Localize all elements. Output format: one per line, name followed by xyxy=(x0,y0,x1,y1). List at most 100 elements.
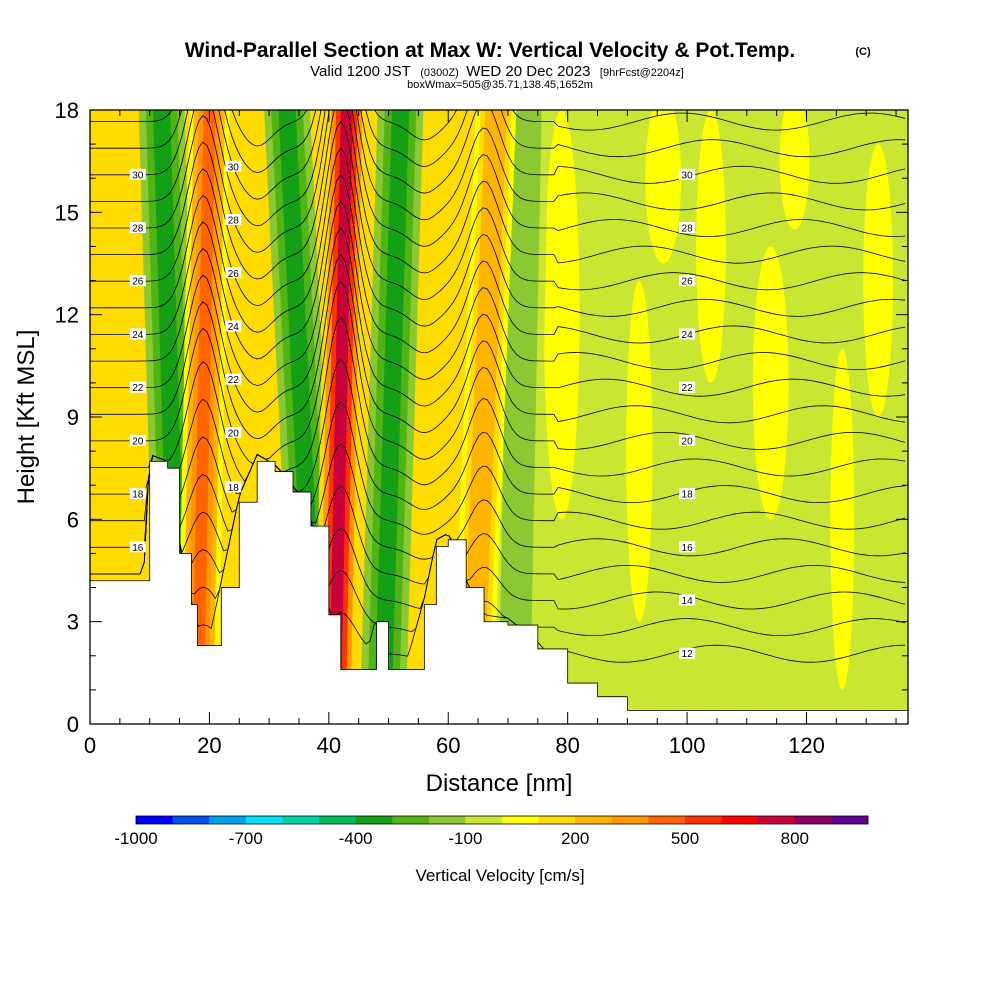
x-tick-label: 120 xyxy=(788,733,825,758)
contour-label-text: 18 xyxy=(228,483,240,494)
x-tick-label: 100 xyxy=(669,733,706,758)
colorbar-tick-label: 800 xyxy=(781,829,809,848)
theta-contour xyxy=(90,110,906,174)
colorbar-swatch xyxy=(172,816,210,824)
downdraft-band-3 xyxy=(373,110,410,724)
contour-label: 18 xyxy=(129,488,146,501)
contour-label-text: 24 xyxy=(682,330,694,341)
contour-label-text: 28 xyxy=(228,216,240,227)
contour-label-text: 26 xyxy=(228,269,240,280)
y-tick-label: 9 xyxy=(67,405,79,430)
colorbar-swatch xyxy=(392,816,430,824)
colorbar: -1000 -700 -400 -100 200 500 800 xyxy=(114,815,869,848)
contour-label-text: 16 xyxy=(132,543,144,554)
contour-label: 22 xyxy=(679,381,696,394)
contour-label: 30 xyxy=(225,160,242,173)
velocity-field xyxy=(537,110,908,724)
colorbar-swatch xyxy=(685,816,722,824)
weak-updraft-patch xyxy=(696,110,726,383)
colorbar-swatch xyxy=(502,816,539,824)
y-axis-label: Height [Kft MSL] xyxy=(13,330,40,505)
theta-contour xyxy=(90,110,906,200)
contour-label-text: 22 xyxy=(682,383,694,394)
contour-label: 26 xyxy=(679,275,696,288)
theta-contour xyxy=(90,110,906,253)
colorbar-swatch xyxy=(465,816,503,824)
colorbar-swatch xyxy=(648,816,686,824)
updraft-band-3 xyxy=(466,110,502,724)
colorbar-tick-label: -1000 xyxy=(114,829,157,848)
colorbar-tick-label: -400 xyxy=(339,829,373,848)
theta-contour xyxy=(90,453,906,585)
theta-contours: 12 14 16 16 18 18 18 20 20 20 22 22 22 24 24 24 26 26 26 28… xyxy=(90,110,906,663)
x-tick-label: 20 xyxy=(197,733,221,758)
contour-label: 14 xyxy=(679,594,696,607)
contour-label: 28 xyxy=(679,222,696,235)
colorbar-swatch xyxy=(831,816,869,824)
contour-label-text: 16 xyxy=(682,543,694,554)
valid-date: WED 20 Dec 2023 xyxy=(466,63,590,80)
contour-label: 20 xyxy=(129,434,146,447)
contour-label-text: 14 xyxy=(682,596,694,607)
valid-prefix: Valid 1200 JST xyxy=(310,63,411,80)
colorbar-swatch xyxy=(282,816,320,824)
chart-title: Wind-Parallel Section at Max W: Vertical… xyxy=(185,39,796,62)
contour-label: 20 xyxy=(225,426,242,439)
theta-contour xyxy=(90,280,906,465)
updraft-band-1 xyxy=(191,110,216,724)
weak-updraft-patch xyxy=(830,348,855,690)
weak-updraft-patch xyxy=(626,280,653,622)
contour-label-text: 30 xyxy=(682,170,694,181)
x-tick-label: 80 xyxy=(555,733,579,758)
colorbar-swatch xyxy=(245,816,283,824)
contour-label-text: 18 xyxy=(682,490,694,501)
colorbar-swatch xyxy=(136,816,173,824)
contour-label-text: 26 xyxy=(132,277,144,288)
contour-label-text: 20 xyxy=(228,428,240,439)
theta-contour xyxy=(90,401,906,535)
plot-area: 12 14 16 16 18 18 18 20 20 20 22 22 22 24 24 24 26 26 26 28… xyxy=(90,110,908,724)
contour-label-text: 30 xyxy=(228,162,240,173)
updraft-band-2 xyxy=(328,110,353,724)
y-tick-label: 18 xyxy=(55,98,79,123)
theta-contour xyxy=(90,453,906,610)
theta-contour xyxy=(90,174,906,360)
weak-updraft-patch xyxy=(543,110,580,520)
contour-label: 26 xyxy=(225,267,242,280)
colorbar-label: Vertical Velocity [cm/s] xyxy=(415,866,584,885)
contour-label-text: 22 xyxy=(228,375,240,386)
contour-label: 30 xyxy=(679,168,696,181)
colorbar-swatch xyxy=(355,816,393,824)
theta-contour xyxy=(90,227,906,413)
contour-label: 30 xyxy=(129,168,146,181)
contour-label-text: 28 xyxy=(132,224,144,235)
x-tick-label: 40 xyxy=(317,733,341,758)
contour-label: 24 xyxy=(679,328,696,341)
theta-contour xyxy=(90,358,906,511)
colorbar-swatch xyxy=(209,816,247,824)
colorbar-swatch xyxy=(428,816,466,824)
contour-label: 18 xyxy=(225,481,242,494)
downdraft-band-4 xyxy=(505,110,535,724)
colorbar-swatch xyxy=(575,816,613,824)
contour-label: 22 xyxy=(225,373,242,386)
contour-label-text: 26 xyxy=(682,277,694,288)
colorbar-tick-label: -100 xyxy=(448,829,482,848)
contour-label-text: 30 xyxy=(132,170,144,181)
x-axis-ticks: 0 20 40 60 80 100 120 xyxy=(84,110,897,758)
theta-contour xyxy=(90,443,906,560)
forecast-info: [9hrFcst@2204z] xyxy=(600,67,684,79)
contour-label-text: 24 xyxy=(132,330,144,341)
contour-label: 24 xyxy=(129,328,146,341)
contour-label: 18 xyxy=(679,488,696,501)
valid-time-line: Valid 1200 JST (0300Z) WED 20 Dec 2023 [… xyxy=(310,63,684,80)
colorbar-frame xyxy=(135,815,869,825)
contour-label-text: 22 xyxy=(132,383,144,394)
colorbar-swatch xyxy=(758,816,796,824)
y-tick-label: 12 xyxy=(55,303,79,328)
weak-updraft-patch xyxy=(863,144,894,418)
contour-label: 16 xyxy=(679,541,696,554)
colorbar-tick-label: -700 xyxy=(229,829,263,848)
weak-updraft-patch xyxy=(779,110,810,230)
